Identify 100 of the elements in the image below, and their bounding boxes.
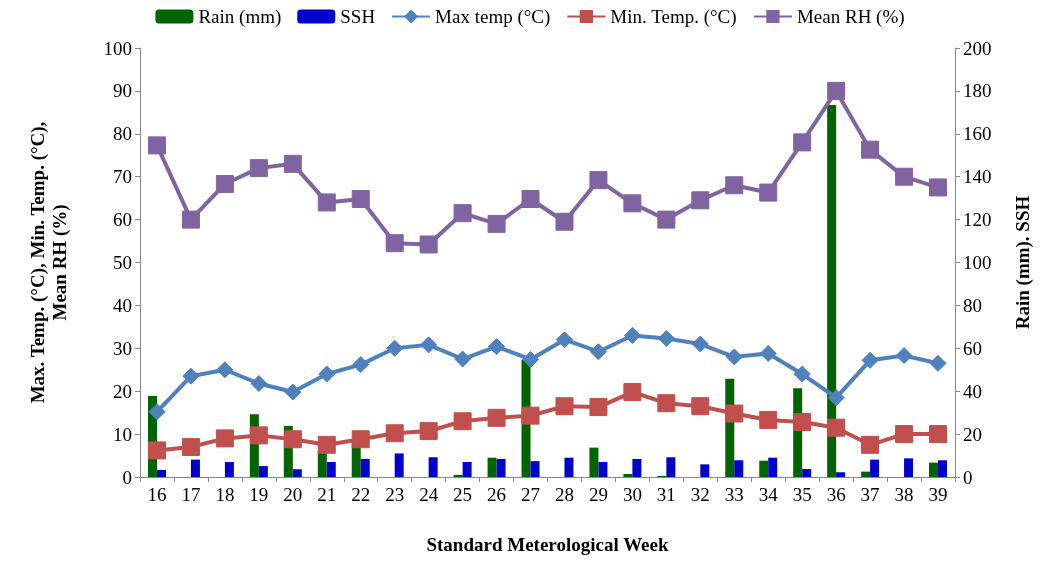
point — [386, 339, 404, 357]
legend-label: SSH — [340, 6, 376, 27]
x-tick-label: 32 — [690, 484, 710, 505]
point — [521, 190, 540, 209]
point — [215, 174, 234, 193]
y-tick-label: 40 — [113, 294, 132, 316]
y2-tick-label: 160 — [963, 123, 992, 145]
bar — [428, 457, 438, 477]
y2-tick-label: 60 — [963, 337, 982, 359]
x-tick-label: 16 — [147, 484, 167, 505]
bar — [462, 461, 472, 477]
bar — [802, 469, 812, 477]
point — [657, 394, 676, 413]
bar — [666, 457, 676, 477]
y2-tick-label: 0 — [963, 466, 973, 488]
point — [454, 350, 472, 368]
point — [283, 430, 302, 449]
point — [351, 430, 370, 449]
point — [725, 348, 743, 366]
y-tick-label: 80 — [113, 123, 132, 145]
x-tick-label: 38 — [894, 484, 914, 505]
point — [249, 426, 268, 445]
x-tick-label: 26 — [487, 484, 507, 505]
bar — [929, 462, 939, 477]
point — [147, 136, 166, 155]
bar — [190, 459, 200, 477]
point — [182, 367, 200, 385]
point — [759, 410, 778, 429]
bar — [326, 461, 336, 477]
bar — [453, 474, 463, 477]
bar — [870, 459, 880, 477]
x-tick-label: 36 — [826, 484, 846, 505]
bar — [938, 460, 948, 477]
point — [895, 347, 913, 365]
point — [488, 338, 506, 356]
point — [827, 418, 846, 437]
x-tick-label: 31 — [656, 484, 676, 505]
x-tick-label: 17 — [181, 484, 201, 505]
bar — [759, 460, 769, 477]
y2-axis-title: Rain (mm). SSH — [1011, 195, 1034, 330]
x-tick-label: 25 — [453, 484, 473, 505]
y-axis-title: Max. Temp. (°C), Min. Temp. (°C), Mean RH (%) — [26, 121, 71, 404]
point — [420, 336, 438, 354]
point — [419, 422, 438, 441]
y2-tick-label: 140 — [963, 166, 992, 188]
x-tick-label: 29 — [588, 484, 608, 505]
point — [691, 335, 709, 353]
point — [589, 343, 607, 361]
point — [215, 429, 234, 448]
x-tick-label: 19 — [249, 484, 269, 505]
x-tick-label: 21 — [317, 484, 337, 505]
legend-label: Min. Temp. (°C) — [610, 6, 737, 28]
y2-tick-label: 200 — [963, 37, 992, 59]
y2-tick-label: 80 — [963, 294, 982, 316]
point — [250, 374, 268, 392]
bar — [827, 105, 837, 477]
point — [317, 193, 336, 212]
point — [148, 403, 166, 421]
bar — [768, 457, 778, 477]
point — [589, 398, 608, 417]
point — [827, 389, 845, 407]
point — [419, 235, 438, 254]
point — [385, 234, 404, 253]
legend-label: Rain (mm) — [198, 6, 282, 28]
bar — [156, 469, 166, 477]
bar — [360, 458, 370, 477]
point — [351, 190, 370, 209]
bar — [904, 458, 914, 477]
y-tick-label: 20 — [113, 380, 132, 402]
y2-tick-label: 180 — [963, 80, 992, 102]
point — [181, 210, 200, 229]
point — [352, 356, 370, 374]
point — [181, 437, 200, 456]
point — [861, 435, 880, 454]
legend-label: Mean RH (%) — [796, 6, 905, 28]
bar — [598, 461, 608, 477]
x-tick-label: 35 — [792, 484, 812, 505]
point — [657, 210, 676, 229]
point — [283, 154, 302, 173]
y-tick-label: 0 — [122, 466, 132, 488]
point — [759, 183, 778, 202]
y-tick-label: 30 — [113, 337, 132, 359]
point — [623, 194, 642, 213]
point — [555, 212, 574, 231]
bar — [589, 447, 599, 477]
x-tick-label: 18 — [215, 484, 235, 505]
point — [793, 365, 811, 383]
y-tick-label: 90 — [113, 80, 132, 102]
point — [827, 81, 846, 100]
point — [147, 441, 166, 460]
point — [589, 171, 608, 190]
point — [453, 204, 472, 223]
point — [657, 329, 675, 347]
bar — [292, 469, 302, 477]
bar — [836, 472, 846, 477]
point — [725, 404, 744, 423]
bar — [224, 461, 234, 477]
point — [555, 397, 574, 416]
bar — [632, 458, 642, 477]
point — [861, 140, 880, 159]
